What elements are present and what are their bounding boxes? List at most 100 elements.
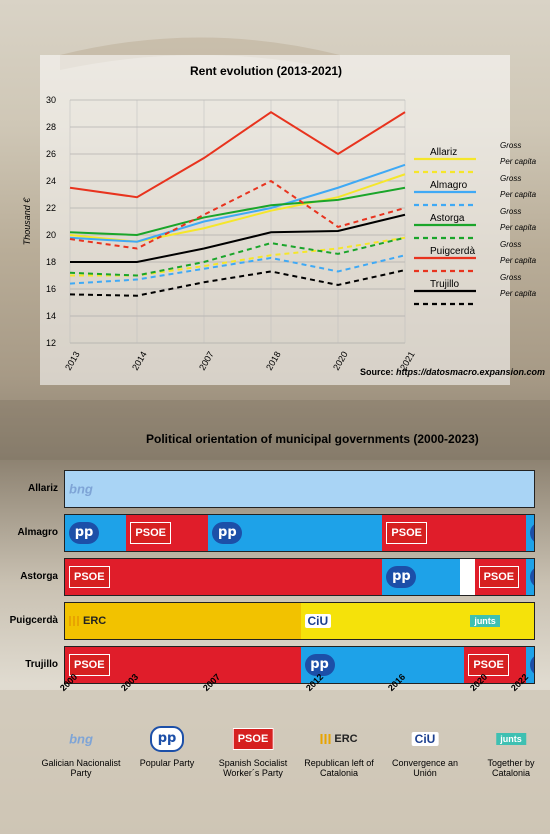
timeline-row: PSOE pp PSOE pp [64,646,535,684]
legend-party-name: Spanish Socialist Worker´s Party [218,758,288,778]
y-tick-label: 26 [46,149,56,159]
series-line [69,186,406,237]
psoe-logo: PSOE [232,728,274,750]
government-segment: PSOE [65,647,301,683]
government-segment: ERC [65,603,301,639]
legend-gross-label: Gross [500,141,521,150]
government-segment: PSOE [474,559,526,595]
timeline-row: ERC CiU junts [64,602,535,640]
line-chart: 12 14 16 18 20 22 24 26 28 30 2013 2014 2007 2018 2020… [22,95,537,372]
government-segment: pp [525,559,534,595]
series-line [69,254,406,285]
erc-legend-icon: ERC [296,726,382,752]
municipality-label: Almagro [17,527,58,538]
x-tick-label: 2018 [264,350,283,372]
legend-gross-label: Gross [500,273,521,282]
pp-logo: pp [150,726,184,752]
legend-gross-label: Gross [500,207,521,216]
legend-percapita-label: Per capita [500,256,537,265]
junts-logo: junts [470,615,500,627]
y-tick-label: 30 [46,95,56,105]
legend-percapita-label: Per capita [500,223,537,232]
government-segment: bng [65,471,534,507]
series-line [69,269,406,297]
pp-logo: pp [69,522,99,544]
legend-party-name: Together by Catalonia [487,758,535,778]
legend-item-erc: ERC Republican left of Catalonia [296,726,382,778]
source-label: Source: [360,367,394,377]
psoe-logo: PSOE [130,522,171,544]
bng-logo: bng [69,481,93,497]
timeline-row: bng [64,470,535,508]
legend-municipality: Puigcerdà [430,246,475,257]
y-tick-label: 14 [46,311,56,321]
legend-percapita-label: Per capita [500,289,537,298]
x-tick-label: 2014 [130,350,149,372]
y-tick-label: 24 [46,176,56,186]
ciu-logo: CiU [304,614,332,628]
legend-party-name: Galician Nacionalist Party [41,758,121,778]
series-line [69,236,406,277]
ciu-logo: CiU [411,732,439,746]
series-line [69,163,406,243]
legend-municipality: Allariz [430,147,457,158]
government-segment [460,559,475,595]
legend-percapita-label: Per capita [500,157,537,166]
series-line [70,236,406,277]
y-tick-label: 22 [46,203,56,213]
legend-percapita-label: Per capita [500,190,537,199]
erc-bars-icon [320,734,333,745]
legend-item-ciu: CiU Convergence an Unión [382,726,468,778]
municipality-label: Puigcerdà [9,615,58,626]
y-axis-label: Thousand € [22,197,32,246]
psoe-logo: PSOE [478,566,520,588]
timeline-row: PSOE pp PSOE pp [64,558,535,596]
government-segment: pp [382,559,461,595]
pp-legend-icon: pp [124,726,210,752]
erc-bars-icon [69,616,81,627]
y-tick-label: 16 [46,284,56,294]
government-segment: pp [65,515,127,551]
legend-item-junts: junts Together by Catalonia [468,726,550,778]
legend-item-pp: pp Popular Party [124,726,210,768]
legend-gross-label: Gross [500,174,521,183]
government-segment: CiU [300,603,465,639]
municipality-label: Trujillo [25,659,58,670]
series-line [69,110,406,199]
x-tick-label: 2020 [331,350,350,372]
psoe-logo: PSOE [468,654,509,676]
legend-municipality: Almagro [430,180,468,191]
pp-logo: pp [529,522,534,544]
government-segment: pp [525,515,534,551]
legend-item-psoe: PSOE Spanish Socialist Worker´s Party [210,726,296,778]
legend-party-name: Popular Party [139,758,195,768]
municipality-label: Astorga [20,571,58,582]
source-url: https://datosmacro.expansion.com [396,367,546,377]
junts-logo: junts [496,733,526,745]
series-line [69,179,406,250]
line-chart-title: Rent evolution (2013-2021) [190,64,343,78]
government-segment: junts [464,603,534,639]
government-segment: PSOE [464,647,526,683]
legend-party-name: Convergence an Unión [391,758,459,778]
y-tick-label: 12 [46,338,56,348]
bng-logo: bng [69,731,93,747]
series-line [70,213,406,263]
legend-municipality: Astorga [430,213,465,224]
pp-logo: pp [304,654,335,676]
legend-municipality: Trujillo [430,279,460,290]
erc-logo: ERC [320,733,358,745]
psoe-logo: PSOE [69,654,110,676]
y-tick-label: 18 [46,257,56,267]
source-note: Source: https://datosmacro.expansion.com [360,367,545,377]
government-segment: PSOE [382,515,526,551]
timeline-title: Political orientation of municipal gover… [146,432,479,446]
bng-legend-icon: bng [38,726,124,752]
government-segment: pp [300,647,465,683]
psoe-legend-icon: PSOE [210,726,296,752]
ciu-legend-icon: CiU [382,726,468,752]
y-tick-label: 28 [46,122,56,132]
junts-legend-icon: junts [468,726,550,752]
government-segment: PSOE [65,559,383,595]
